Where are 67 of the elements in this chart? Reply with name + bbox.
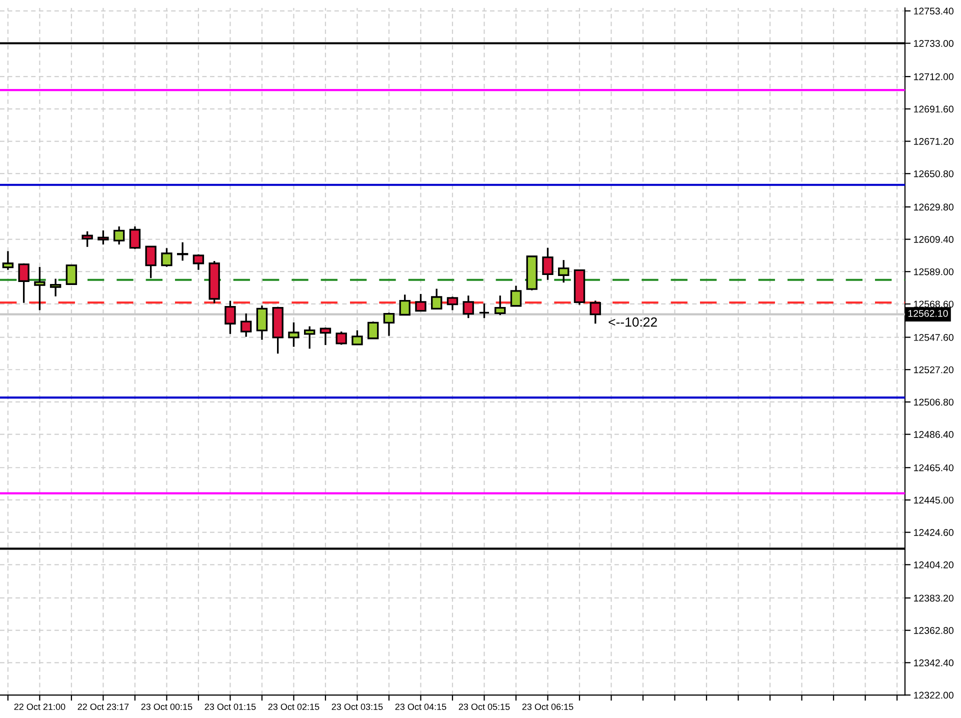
candlestick — [192, 253, 204, 271]
y-tick-label: 12671.20 — [914, 138, 954, 145]
x-tick-label: 23 Oct 02:15 — [268, 704, 320, 710]
candlestick — [66, 264, 78, 285]
y-tick-label: 12753.40 — [914, 8, 954, 15]
candlestick — [176, 241, 188, 262]
candlestick — [98, 230, 109, 246]
candlestick — [431, 288, 442, 310]
candlestick — [288, 322, 300, 348]
y-tick-label: 12650.80 — [914, 170, 954, 178]
candlestick — [240, 312, 252, 338]
candlestick — [510, 284, 522, 307]
y-tick-label: 12404.20 — [914, 561, 954, 568]
candlestick — [18, 262, 30, 304]
y-tick-label: 12691.60 — [914, 106, 954, 113]
candlestick — [304, 325, 316, 350]
ref-line-label: 12562.10 — [908, 310, 948, 317]
candlestick — [399, 294, 410, 316]
y-tick-label: 12733.00 — [914, 40, 954, 47]
candlestick — [320, 326, 332, 346]
y-tick-label: 12424.60 — [914, 529, 954, 536]
x-tick-label: 22 Oct 23:17 — [78, 704, 129, 710]
x-tick-label: 23 Oct 03:15 — [332, 704, 383, 710]
candlestick — [336, 330, 347, 346]
x-tick-label: 23 Oct 05:15 — [458, 704, 510, 710]
candlestick — [50, 278, 62, 298]
y-tick-label: 12383.20 — [914, 594, 954, 602]
x-tick-label: 23 Oct 01:15 — [204, 704, 256, 710]
y-tick-label: 12629.80 — [914, 204, 954, 211]
candlestick — [494, 294, 506, 316]
candlestick — [145, 246, 156, 279]
y-tick-label: 12465.40 — [914, 464, 954, 472]
y-tick-label: 12589.00 — [914, 268, 954, 276]
candlestick — [542, 246, 554, 281]
candlestick — [415, 293, 426, 312]
y-tick-label: 12568.60 — [914, 300, 954, 308]
candlestick — [446, 296, 458, 311]
y-tick-label: 12609.40 — [914, 236, 954, 243]
y-tick-label: 12322.00 — [914, 692, 954, 699]
x-tick-label: 23 Oct 04:15 — [395, 704, 446, 710]
y-tick-label: 12506.80 — [914, 398, 954, 406]
candlestick — [82, 230, 93, 248]
candlestick — [256, 304, 268, 341]
candlestick — [462, 294, 474, 319]
candlestick — [2, 250, 14, 271]
candlestick — [478, 302, 490, 319]
y-tick-label: 12486.40 — [914, 431, 954, 438]
candlestick — [590, 300, 601, 324]
candlestick — [113, 226, 125, 246]
candlestick — [368, 320, 379, 340]
candlestick — [383, 312, 395, 337]
candlestick — [161, 247, 172, 268]
candlestick — [352, 329, 363, 346]
y-tick-label: 12362.80 — [914, 627, 954, 634]
x-tick-label: 22 Oct 21:00 — [14, 704, 66, 710]
y-tick-label: 12527.20 — [914, 366, 954, 374]
candlestick — [558, 259, 570, 284]
annotation: <--10:22 — [608, 317, 657, 327]
candlestick — [129, 226, 141, 250]
x-tick-label: 23 Oct 00:15 — [141, 704, 192, 710]
y-tick-label: 12445.00 — [914, 496, 954, 504]
candlestick — [224, 300, 236, 335]
y-tick-label: 12342.40 — [914, 659, 954, 666]
candlestick — [34, 266, 46, 311]
x-tick-label: 23 Oct 06:15 — [522, 704, 574, 710]
y-tick-label: 12547.60 — [914, 334, 954, 341]
y-tick-label: 12712.00 — [914, 73, 954, 80]
